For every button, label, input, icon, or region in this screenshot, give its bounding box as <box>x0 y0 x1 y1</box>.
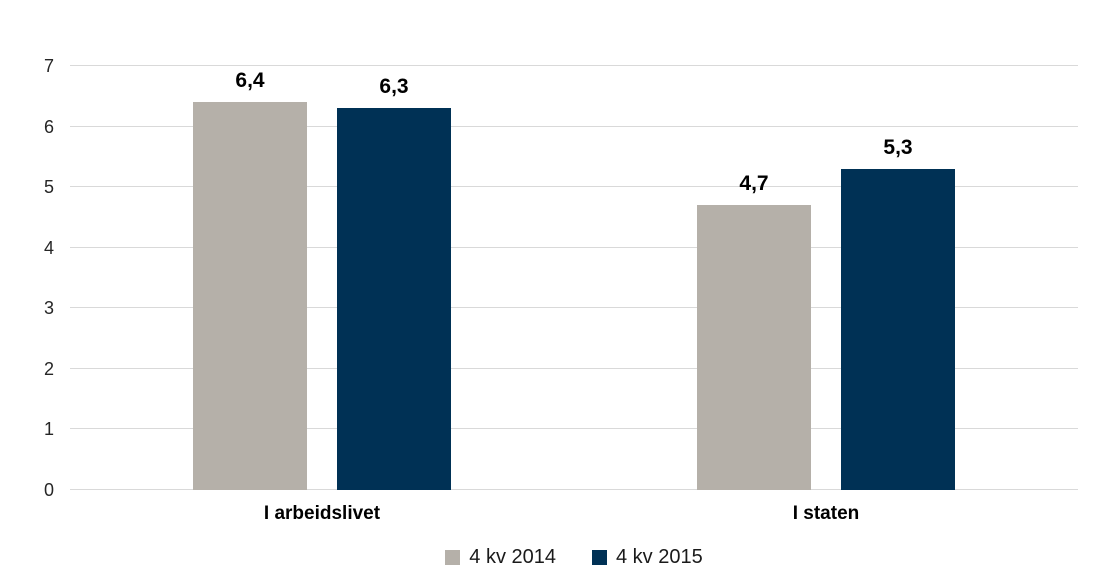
bar-4-kv-2014-i-staten: 4,7 <box>697 172 811 490</box>
plot-area: 6,4 6,3 4,7 5,3 <box>70 65 1078 490</box>
y-axis-tick-label: 4 <box>43 237 54 258</box>
bar-4-kv-2015-i-arbeidslivet: 6,3 <box>337 75 451 490</box>
y-axis-tick-label: 2 <box>43 358 54 379</box>
gridline <box>70 307 1078 309</box>
bar-value-label: 6,4 <box>235 69 265 93</box>
y-axis-tick-label: 0 <box>43 480 54 500</box>
x-axis-category-label: I staten <box>792 503 860 524</box>
bar-value-label: 5,3 <box>883 135 913 159</box>
legend-color-swatch <box>592 550 607 565</box>
legend: 4 kv 2014 4 kv 2015 <box>70 546 1078 569</box>
gridline <box>70 65 1078 66</box>
y-axis-tick-label: 7 <box>43 56 54 76</box>
gridline <box>70 367 1078 369</box>
bar-group-i-arbeidslivet: 6,4 6,3 <box>193 66 451 490</box>
bar-value-label: 4,7 <box>739 172 769 196</box>
x-axis: I arbeidslivet I staten <box>70 503 1078 529</box>
gridline <box>70 489 1078 490</box>
bar-4-kv-2014-i-arbeidslivet: 6,4 <box>193 69 307 490</box>
bar-value-label: 6,3 <box>379 75 409 99</box>
gridline <box>70 186 1078 188</box>
bar-group-i-staten: 4,7 5,3 <box>697 66 955 490</box>
legend-label: 4 kv 2015 <box>616 546 703 568</box>
gridline <box>70 246 1078 248</box>
y-axis: 0 1 2 3 4 5 6 7 <box>0 57 54 499</box>
legend-label: 4 kv 2014 <box>469 546 556 568</box>
legend-color-swatch <box>445 550 461 565</box>
gridline <box>70 125 1078 127</box>
x-axis-category-label: I arbeidslivet <box>263 503 381 524</box>
y-axis-tick-label: 5 <box>43 177 54 198</box>
gridline <box>70 428 1078 430</box>
bar-4-kv-2015-i-staten: 5,3 <box>841 136 955 490</box>
y-axis-tick-label: 6 <box>43 116 54 137</box>
legend-item-4-kv-2015: 4 kv 2015 <box>592 546 703 569</box>
y-axis-tick-label: 3 <box>43 298 54 319</box>
legend-item-4-kv-2014: 4 kv 2014 <box>445 546 556 569</box>
y-axis-tick-label: 1 <box>43 419 54 440</box>
